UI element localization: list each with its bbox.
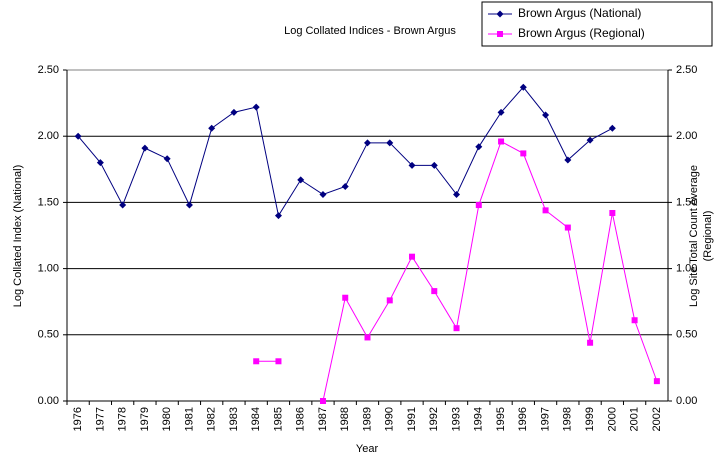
data-point xyxy=(274,212,282,220)
legend-label: Brown Argus (National) xyxy=(518,6,641,20)
legend-marker xyxy=(496,10,504,18)
x-axis-title: Year xyxy=(356,443,379,455)
x-tick-label: 1984 xyxy=(250,407,262,431)
data-point xyxy=(141,144,149,152)
data-point xyxy=(498,138,505,145)
x-tick-label: 1986 xyxy=(295,407,307,431)
y-tick-label: 1.00 xyxy=(38,263,59,275)
data-point xyxy=(587,339,594,346)
x-tick-label: 1992 xyxy=(428,407,440,431)
data-point xyxy=(430,161,438,169)
data-point xyxy=(631,317,638,324)
data-point xyxy=(163,155,171,163)
data-point xyxy=(608,124,616,132)
x-tick-label: 1991 xyxy=(406,407,418,431)
x-tick-label: 1980 xyxy=(161,407,173,431)
data-point xyxy=(275,358,282,365)
data-point xyxy=(119,201,127,209)
data-point xyxy=(342,294,349,301)
x-tick-label: 1983 xyxy=(228,407,240,431)
data-point xyxy=(96,159,104,167)
y-tick-label: 0.00 xyxy=(38,395,59,407)
x-tick-label: 1999 xyxy=(584,407,596,431)
x-tick-label: 1987 xyxy=(317,407,329,431)
y-tick-label: 1.50 xyxy=(38,196,59,208)
x-tick-label: 1994 xyxy=(473,407,485,431)
data-point xyxy=(542,207,549,214)
data-point xyxy=(453,325,460,332)
data-point xyxy=(319,190,327,198)
x-tick-label: 1985 xyxy=(272,407,284,431)
data-point xyxy=(341,183,349,191)
data-point xyxy=(253,358,260,365)
legend-box xyxy=(481,1,713,47)
data-point xyxy=(386,297,393,304)
series-line xyxy=(256,140,658,402)
legend-label: Brown Argus (Regional) xyxy=(518,26,645,40)
data-point xyxy=(520,150,527,157)
y-axis-title: Log Collated Index (National) xyxy=(12,165,24,307)
data-point xyxy=(185,201,193,209)
data-point xyxy=(564,156,572,164)
y2-tick-label: 2.50 xyxy=(676,64,697,76)
x-tick-label: 1978 xyxy=(117,407,129,431)
y-tick-label: 2.00 xyxy=(38,130,59,142)
x-tick-label: 1993 xyxy=(450,407,462,431)
y2-axis-title: (Regional) xyxy=(702,211,714,262)
data-point xyxy=(653,378,660,385)
data-point xyxy=(475,202,482,209)
y2-tick-label: 0.00 xyxy=(676,395,697,407)
y2-tick-label: 2.00 xyxy=(676,130,697,142)
data-point xyxy=(230,108,238,116)
x-tick-label: 1982 xyxy=(206,407,218,431)
data-point xyxy=(431,288,438,295)
data-point xyxy=(586,136,594,144)
x-tick-label: 1976 xyxy=(72,407,84,431)
x-tick-label: 2002 xyxy=(651,407,663,431)
y2-axis-title: Log Site Total Count Average xyxy=(688,165,700,307)
x-tick-label: 1996 xyxy=(517,407,529,431)
y2-tick-label: 0.50 xyxy=(676,329,697,341)
data-point xyxy=(408,161,416,169)
x-tick-label: 1995 xyxy=(495,407,507,431)
data-point xyxy=(386,139,394,147)
x-tick-label: 2001 xyxy=(629,407,641,431)
chart-title: Log Collated Indices - Brown Argus xyxy=(284,25,456,37)
data-point xyxy=(409,253,416,260)
data-point xyxy=(319,398,326,404)
data-point xyxy=(564,224,571,231)
data-point xyxy=(475,143,483,151)
data-point xyxy=(74,132,82,140)
data-point xyxy=(364,334,371,341)
y2-tick-label: 1.50 xyxy=(676,196,697,208)
data-point xyxy=(519,83,527,91)
x-tick-label: 1990 xyxy=(384,407,396,431)
x-tick-label: 1979 xyxy=(139,407,151,431)
data-point xyxy=(609,209,616,216)
data-point xyxy=(542,111,550,119)
data-point xyxy=(297,176,305,184)
data-point xyxy=(497,108,505,116)
y2-tick-label: 1.00 xyxy=(676,263,697,275)
x-tick-label: 1989 xyxy=(361,407,373,431)
data-point xyxy=(252,103,260,111)
x-tick-label: 1997 xyxy=(539,407,551,431)
legend-marker xyxy=(497,31,503,37)
x-tick-label: 1981 xyxy=(183,407,195,431)
y-tick-label: 0.50 xyxy=(38,329,59,341)
data-point xyxy=(453,190,461,198)
plot-frame xyxy=(66,69,669,402)
series-line xyxy=(77,86,613,217)
x-tick-label: 1977 xyxy=(94,407,106,431)
x-tick-label: 2000 xyxy=(606,407,618,431)
y-tick-label: 2.50 xyxy=(38,64,59,76)
data-point xyxy=(364,139,371,147)
x-tick-label: 1998 xyxy=(562,407,574,431)
x-tick-label: 1988 xyxy=(339,407,351,431)
data-point xyxy=(208,124,216,132)
